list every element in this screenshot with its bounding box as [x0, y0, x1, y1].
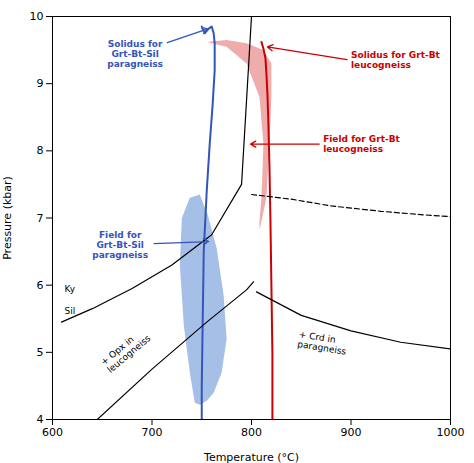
svg-text:7: 7 — [37, 212, 44, 225]
svg-text:Solidus forGrt-Bt-Silparagneis: Solidus forGrt-Bt-Silparagneiss — [107, 39, 163, 69]
svg-text:Field for Grt-Btleucogneiss: Field for Grt-Btleucogneiss — [323, 134, 400, 154]
svg-text:900: 900 — [341, 426, 362, 439]
svg-text:5: 5 — [37, 346, 44, 359]
svg-text:700: 700 — [142, 426, 163, 439]
svg-text:8: 8 — [37, 144, 44, 157]
svg-text:6: 6 — [37, 279, 44, 292]
svg-text:Field forGrt-Bt-Silparagneiss: Field forGrt-Bt-Silparagneiss — [92, 230, 148, 260]
svg-text:Ky: Ky — [64, 284, 75, 294]
svg-text:9: 9 — [37, 77, 44, 90]
svg-text:600: 600 — [42, 426, 63, 439]
svg-text:Sil: Sil — [64, 306, 75, 316]
svg-text:4: 4 — [37, 413, 44, 426]
svg-text:+ Opx inleucogneiss: + Opx inleucogneiss — [99, 325, 153, 375]
svg-text:1000: 1000 — [437, 426, 465, 439]
svg-text:+ Crd inparagneiss: + Crd inparagneiss — [297, 329, 349, 356]
svg-text:800: 800 — [241, 426, 262, 439]
svg-text:10: 10 — [30, 10, 44, 23]
svg-text:Solidus for Grt-Btleucogneiss: Solidus for Grt-Btleucogneiss — [351, 50, 441, 70]
svg-text:Pressure (kbar): Pressure (kbar) — [1, 176, 14, 260]
svg-text:Temperature (°C): Temperature (°C) — [203, 451, 299, 463]
